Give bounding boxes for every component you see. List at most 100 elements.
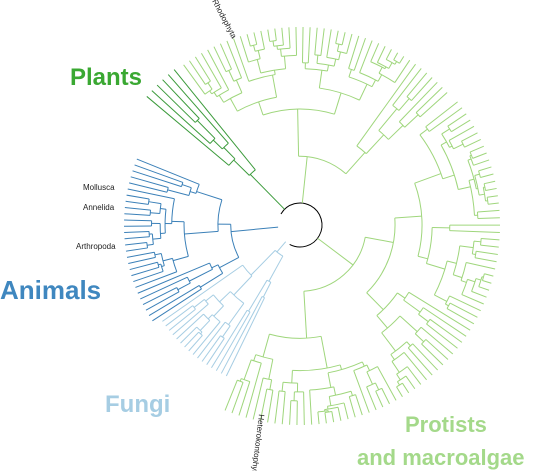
branch <box>127 188 175 200</box>
branch <box>314 27 318 55</box>
branch <box>318 70 323 89</box>
branch <box>425 339 449 360</box>
branch <box>137 262 210 294</box>
animals-label: Animals <box>0 275 101 305</box>
branch <box>145 291 180 311</box>
branch <box>252 377 264 420</box>
branch <box>303 291 308 339</box>
branch <box>467 158 472 161</box>
branch <box>394 61 398 65</box>
branch <box>189 268 213 282</box>
branch <box>167 189 190 196</box>
branch <box>317 237 354 266</box>
branch-arc <box>241 378 250 383</box>
branch <box>160 208 167 210</box>
branch <box>126 194 150 200</box>
branch <box>194 56 211 82</box>
branch-arc <box>166 187 169 193</box>
clade-label: Mollusca <box>83 183 115 192</box>
branch <box>376 46 386 63</box>
branch <box>172 303 209 336</box>
branch <box>238 381 251 416</box>
branch <box>338 51 341 60</box>
branch <box>197 321 226 359</box>
branch-arc <box>418 307 424 315</box>
branch <box>219 291 231 303</box>
branch-arc <box>421 339 427 345</box>
branch <box>391 361 400 373</box>
branch <box>168 308 196 331</box>
branch-arc <box>269 333 322 339</box>
branch-arc <box>478 276 483 287</box>
branch <box>165 305 194 327</box>
branch <box>466 261 496 270</box>
branch-arc <box>441 133 450 148</box>
branch <box>472 253 476 255</box>
branch <box>228 70 235 82</box>
branch <box>419 92 448 118</box>
branch-arc <box>359 72 379 82</box>
branch <box>212 139 223 150</box>
branch <box>124 236 150 240</box>
branch <box>209 90 213 95</box>
branch-arc <box>377 62 390 69</box>
branch <box>448 125 475 141</box>
branch <box>268 255 284 282</box>
branch <box>402 382 410 394</box>
branch <box>184 230 219 235</box>
branch <box>445 303 449 307</box>
branch <box>477 209 500 213</box>
branch-arc <box>396 366 408 375</box>
branch <box>281 382 284 392</box>
branch <box>136 158 200 185</box>
branch <box>393 52 399 61</box>
branch <box>348 69 352 78</box>
branch <box>148 201 162 205</box>
branch <box>388 125 404 140</box>
branch <box>196 191 223 201</box>
branch-arc <box>474 251 477 258</box>
branch-arc <box>378 72 396 83</box>
branch <box>480 173 494 178</box>
branch-arc <box>280 202 323 248</box>
branch-arc <box>469 155 474 166</box>
branch <box>333 58 337 67</box>
branch <box>417 255 428 260</box>
branch-arc <box>159 203 162 214</box>
branch <box>396 386 403 398</box>
branch <box>408 291 471 331</box>
branch <box>219 256 240 269</box>
branch <box>365 134 385 154</box>
branch <box>336 44 340 52</box>
branch <box>124 207 151 211</box>
branch <box>472 152 487 159</box>
branch <box>235 79 243 93</box>
branch-arc <box>216 89 229 98</box>
branch <box>181 184 192 189</box>
branch-arc <box>160 253 165 266</box>
branch <box>267 29 271 42</box>
protists-label: Protists <box>405 412 487 437</box>
branch-arc <box>327 361 363 374</box>
branch-arc <box>426 319 431 325</box>
branch <box>328 396 332 406</box>
branch-arc <box>248 169 256 176</box>
branch <box>259 388 268 422</box>
branch-arc <box>262 108 335 116</box>
branch <box>257 50 261 59</box>
branch-arc <box>446 302 451 309</box>
branch <box>378 108 398 131</box>
branch <box>211 264 219 269</box>
branch <box>151 90 211 144</box>
branch-arc <box>324 411 332 414</box>
branch-arc <box>195 184 200 194</box>
branch <box>307 27 311 63</box>
branch <box>485 187 497 191</box>
branch-arc <box>319 87 360 101</box>
branch <box>446 308 475 325</box>
branch-arc <box>147 198 150 205</box>
branch-arc <box>229 291 245 304</box>
branch <box>260 30 265 50</box>
branch <box>301 27 304 63</box>
